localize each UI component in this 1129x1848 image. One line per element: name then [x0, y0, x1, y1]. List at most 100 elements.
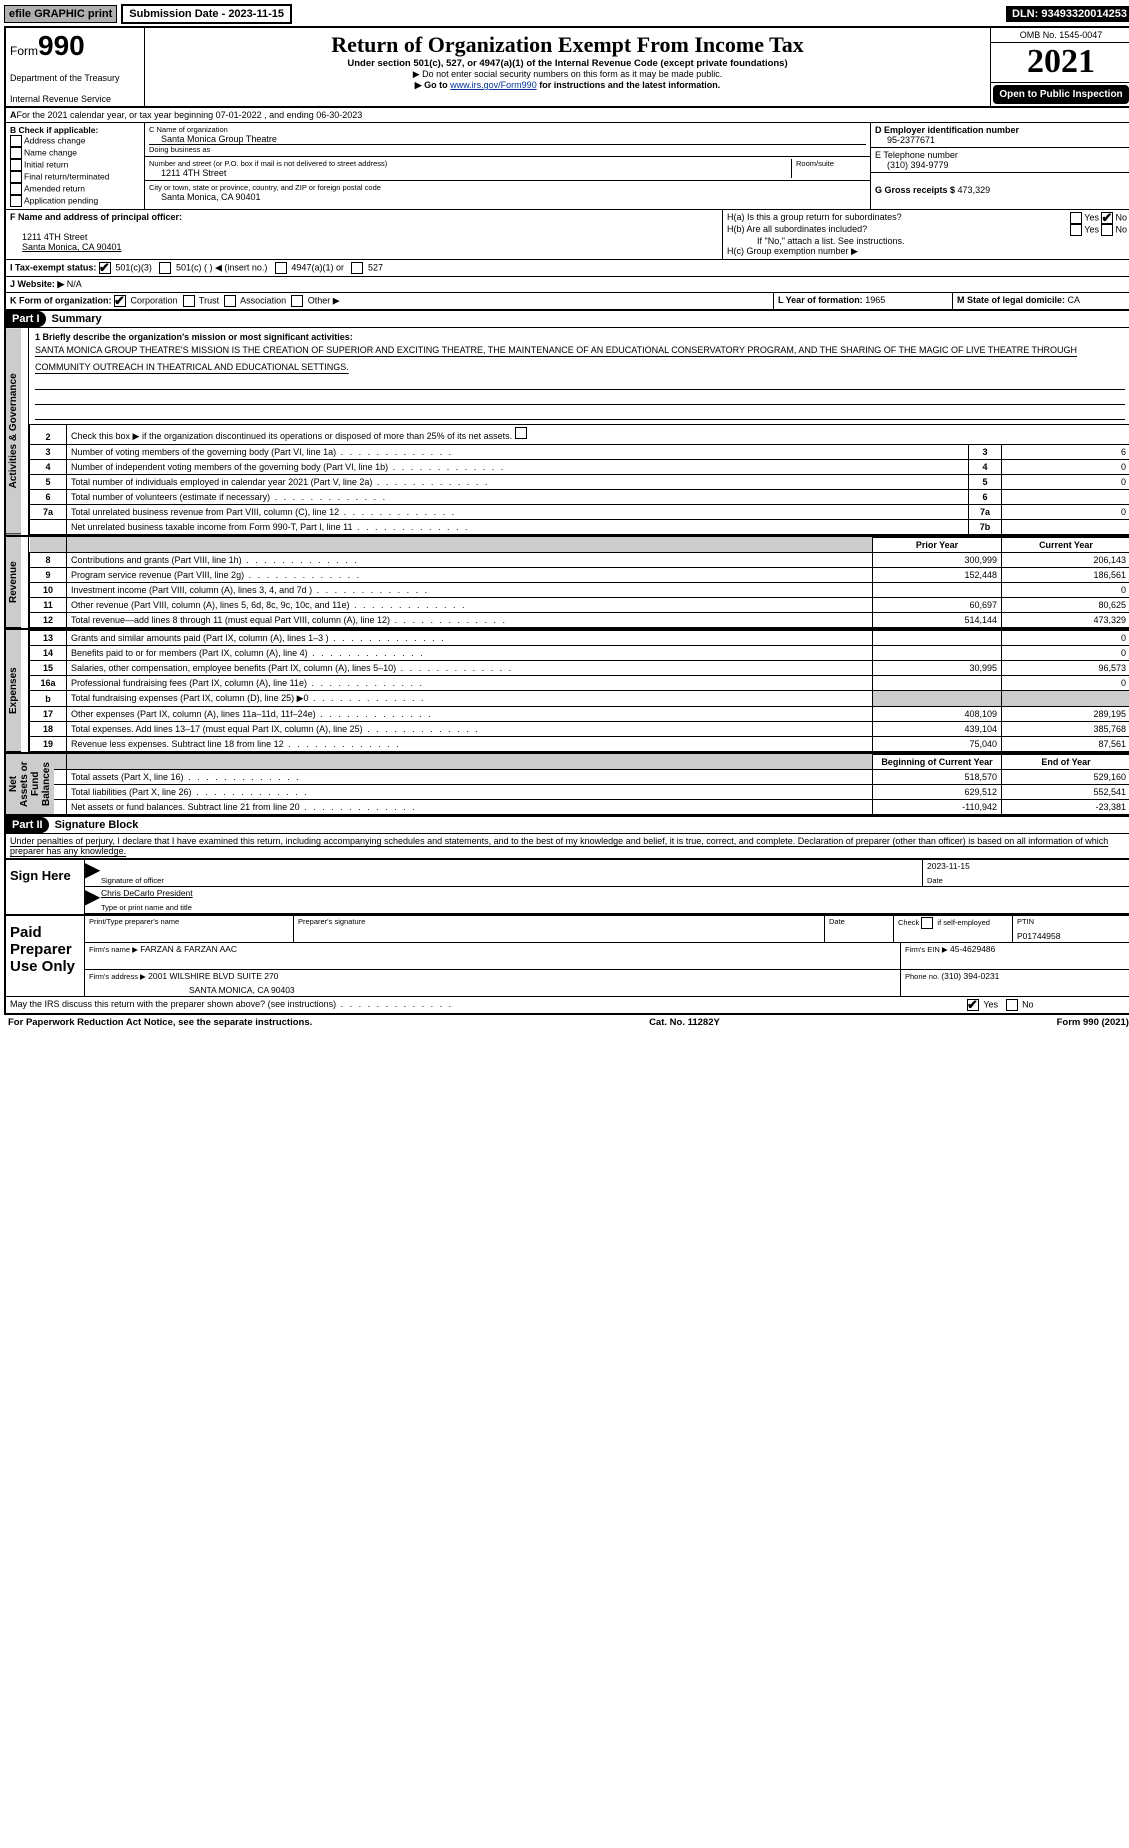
perjury: Under penalties of perjury, I declare th… [6, 834, 1129, 858]
mission-text: SANTA MONICA GROUP THEATRE'S MISSION IS … [35, 345, 1077, 371]
name-label: Type or print name and title [101, 903, 1127, 912]
b-item[interactable]: Final return/terminated [10, 171, 140, 183]
table-row: 11 Other revenue (Part VIII, column (A),… [30, 597, 1129, 612]
street-row: Number and street (or P.O. box if mail i… [145, 157, 870, 181]
city-row: City or town, state or province, country… [145, 181, 870, 204]
j-val: N/A [64, 279, 82, 289]
ein-label: D Employer identification number [875, 125, 1019, 135]
prep-self-cell[interactable]: Check if self-employed [894, 916, 1013, 942]
b-item[interactable]: Name change [10, 147, 140, 159]
gross-row: G Gross receipts $ 473,329 [871, 173, 1129, 197]
k-cb-corp[interactable] [114, 295, 126, 307]
firm-phone-cell: Phone no. (310) 394-0231 [901, 970, 1129, 996]
form-header: Form990 Department of the Treasury Inter… [6, 28, 1129, 108]
dept: Department of the Treasury [10, 73, 140, 83]
b-item[interactable]: Initial return [10, 159, 140, 171]
may-irs-answer[interactable]: Yes No [963, 997, 1129, 1013]
mission-box: 1 Briefly describe the organization's mi… [29, 328, 1129, 423]
sig-officer-label: Signature of officer [101, 876, 918, 885]
firm-addr-l: Firm's address ▶ [89, 972, 146, 981]
table-row: 6 Total number of volunteers (estimate i… [30, 489, 1129, 504]
sig-officer-cell[interactable]: Signature of officer [97, 860, 923, 886]
i-label: I Tax-exempt status: [10, 263, 96, 273]
i-cb-501c[interactable] [159, 262, 171, 274]
i-cb-4947[interactable] [275, 262, 287, 274]
firm-addr2: SANTA MONICA, CA 90403 [89, 985, 896, 995]
b-label: Final return/terminated [24, 172, 110, 182]
k-cb-trust[interactable] [183, 295, 195, 307]
name-row: C Name of organization Santa Monica Grou… [145, 123, 870, 157]
arrow-icon: ▶ [85, 887, 97, 913]
part1-title: Summary [52, 313, 102, 325]
table-row: 15 Salaries, other compensation, employe… [30, 660, 1129, 675]
table-row: 20 Total assets (Part X, line 16) 518,57… [30, 769, 1129, 784]
ha-answer[interactable]: Yes No [1070, 212, 1127, 224]
org-name: Santa Monica Group Theatre [149, 134, 866, 144]
f-addr2: Santa Monica, CA 90401 [10, 242, 122, 252]
b-label: Application pending [24, 196, 98, 206]
part1-badge: Part I [6, 311, 46, 327]
b-item[interactable]: Address change [10, 135, 140, 147]
a-text: For the 2021 calendar year, or tax year … [17, 110, 363, 120]
gov-section: Activities & Governance 1 Briefly descri… [6, 328, 1129, 534]
sig-name: Chris DeCarlo President [101, 888, 1127, 898]
paid-preparer-block: Paid Preparer Use Only Print/Type prepar… [6, 914, 1129, 996]
sign-here-label: Sign Here [6, 860, 85, 914]
prep-name-h: Print/Type preparer's name [89, 917, 289, 926]
prep-date-cell[interactable]: Date [825, 916, 894, 942]
rev-table: Prior Year Current Year 8 Contributions … [29, 537, 1129, 628]
col-c: C Name of organization Santa Monica Grou… [145, 123, 870, 209]
net-table: Beginning of Current Year End of Year 20… [29, 754, 1129, 815]
exp-section: Expenses 13 Grants and similar amounts p… [6, 628, 1129, 752]
k-cb-other[interactable] [291, 295, 303, 307]
l1-label: 1 Briefly describe the organization's mi… [35, 332, 353, 342]
b-label: Amended return [24, 184, 85, 194]
rev-section: Revenue Prior Year Current Year 8 Contri… [6, 535, 1129, 628]
b-item[interactable]: Amended return [10, 183, 140, 195]
goto-link[interactable]: www.irs.gov/Form990 [450, 80, 537, 90]
b-label: Initial return [24, 160, 68, 170]
form-no: 990 [38, 30, 85, 61]
firm-ein-l: Firm's EIN ▶ [905, 945, 948, 954]
date-label: Date [927, 876, 1127, 885]
i-cb-501c3[interactable] [99, 262, 111, 274]
l-label: L Year of formation: [778, 295, 865, 305]
col-current: Current Year [1002, 537, 1129, 552]
l-val: 1965 [865, 295, 885, 305]
header-row: Beginning of Current Year End of Year [30, 754, 1129, 769]
sig-name-cell: Chris DeCarlo President Type or print na… [97, 887, 1129, 913]
firm-addr1: 2001 WILSHIRE BLVD SUITE 270 [148, 971, 278, 981]
b-item[interactable]: Application pending [10, 195, 140, 207]
phone-row: E Telephone number (310) 394-9779 [871, 148, 1129, 173]
ein: 95-2377671 [875, 135, 935, 145]
table-row: 3 Number of voting members of the govern… [30, 444, 1129, 459]
hb-answer[interactable]: Yes No [1070, 224, 1127, 236]
ptin-cell: PTIN P01744958 [1013, 916, 1129, 942]
footer-pra: For Paperwork Reduction Act Notice, see … [8, 1017, 312, 1028]
prep-name-cell[interactable]: Print/Type preparer's name [85, 916, 294, 942]
table-row: Net unrelated business taxable income fr… [30, 519, 1129, 534]
self-cb[interactable] [921, 917, 933, 929]
gross: 473,329 [958, 185, 991, 195]
l2-cb[interactable] [515, 427, 527, 439]
k-block: K Form of organization: Corporation Trus… [6, 293, 774, 309]
h-block: H(a) Is this a group return for subordin… [723, 210, 1129, 259]
col-prior: Prior Year [873, 537, 1002, 552]
f-block: F Name and address of principal officer:… [6, 210, 723, 259]
table-row: 14 Benefits paid to or for members (Part… [30, 645, 1129, 660]
k-cb-assoc[interactable] [224, 295, 236, 307]
firm-phone-l: Phone no. [905, 972, 941, 981]
form-title: Return of Organization Exempt From Incom… [149, 32, 986, 58]
table-row: 19 Revenue less expenses. Subtract line … [30, 736, 1129, 751]
entity-block: B Check if applicable: Address change Na… [6, 123, 1129, 210]
firm-name: FARZAN & FARZAN AAC [140, 944, 237, 954]
b-header: B Check if applicable: [10, 125, 98, 135]
i-block: I Tax-exempt status: 501(c)(3) 501(c) ( … [6, 260, 1129, 276]
table-row: 10 Investment income (Part VIII, column … [30, 582, 1129, 597]
i-cb-527[interactable] [351, 262, 363, 274]
sig-date-cell: 2023-11-15 Date [923, 860, 1129, 886]
prep-sig-cell[interactable]: Preparer's signature [294, 916, 825, 942]
form-number: Form990 [10, 30, 140, 62]
k-l-m-row: K Form of organization: Corporation Trus… [6, 293, 1129, 310]
table-row: 4 Number of independent voting members o… [30, 459, 1129, 474]
